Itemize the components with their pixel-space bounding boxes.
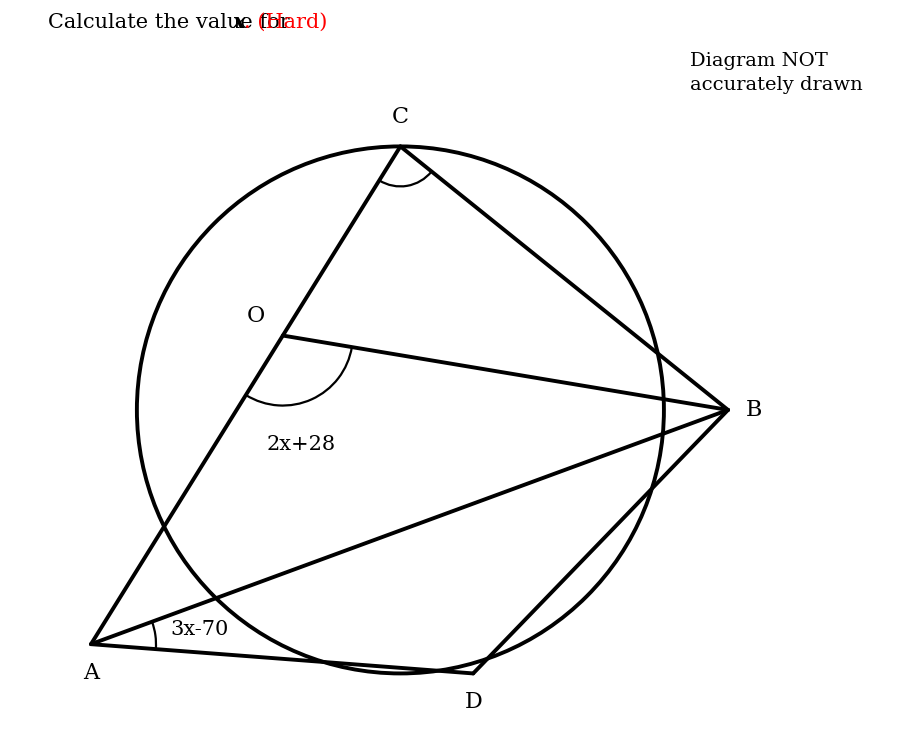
Text: O: O [247, 305, 265, 326]
Text: C: C [392, 106, 409, 128]
Text: 2x+28: 2x+28 [266, 435, 335, 454]
Text: B: B [746, 399, 763, 421]
Text: Diagram NOT
accurately drawn: Diagram NOT accurately drawn [690, 52, 863, 94]
Text: A: A [83, 662, 99, 684]
Text: Calculate the value for: Calculate the value for [48, 12, 297, 31]
Text: . (Hard): . (Hard) [244, 12, 328, 31]
Text: D: D [464, 692, 482, 714]
Text: x: x [232, 12, 245, 32]
Text: 3x-70: 3x-70 [171, 619, 229, 638]
